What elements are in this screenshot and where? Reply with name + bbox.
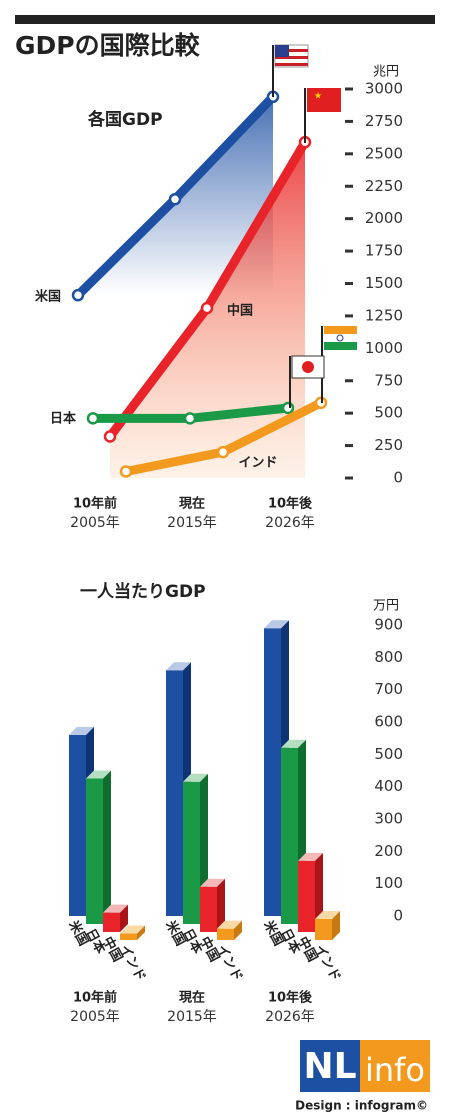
y-tick-label: 1250 (365, 306, 403, 324)
bar (315, 918, 332, 940)
x-tick-year: 2015年 (167, 515, 217, 531)
x-tick-label: 10年前 (73, 496, 117, 512)
bar (120, 933, 137, 940)
x-tick-label: 10年前 (73, 990, 117, 1006)
bar-top (103, 904, 128, 913)
bar (298, 860, 315, 932)
series-label: インド (238, 456, 277, 471)
x-tick-year: 2005年 (70, 1009, 120, 1025)
y-tick-label: 400 (374, 777, 403, 795)
chart-title: 一人当たりGDP (80, 581, 206, 602)
chart-title: 各国GDP (87, 109, 163, 130)
point (103, 430, 117, 443)
series-label: 日本 (50, 411, 76, 427)
point (119, 465, 133, 478)
bar-side (120, 904, 128, 932)
point (216, 445, 230, 459)
y-tick-label: 2000 (365, 209, 403, 227)
bar-top (281, 739, 306, 748)
y-tick-label: 700 (374, 680, 403, 698)
bar-side (217, 878, 225, 932)
bar-top (298, 852, 323, 861)
point (71, 288, 85, 302)
bar (69, 734, 86, 916)
bar-top (183, 773, 208, 782)
y-tick-label: 1500 (365, 274, 403, 292)
top-rule (15, 15, 435, 24)
bar (103, 912, 120, 932)
bar-top (315, 910, 340, 919)
bar-top (200, 878, 225, 887)
x-tick-label: 10年後 (268, 990, 313, 1006)
y-tick-label: 500 (374, 404, 403, 422)
logo: NL info (300, 1040, 430, 1092)
x-tick-label: 現在 (179, 496, 205, 512)
y-tick-label: 0 (393, 907, 403, 925)
point (281, 401, 295, 415)
bar-side (137, 925, 145, 940)
bar-chart: 0 100 200 300 400 500 600 700 800 900 10年前 2005年 現在 2… (65, 616, 403, 1026)
credit: Design : infogram© (295, 1099, 428, 1113)
bar-top (217, 920, 242, 929)
point (183, 412, 197, 425)
bar (281, 747, 298, 924)
point (168, 192, 182, 206)
y-tick-label: 100 (374, 874, 403, 892)
x-tick-year: 2005年 (70, 515, 120, 531)
bar-top (86, 770, 111, 779)
y-tick-label: 900 (374, 616, 403, 634)
x-tick-label: 10年後 (268, 496, 313, 512)
y-tick-label: 2500 (365, 144, 403, 162)
series-label: 米国 (35, 289, 61, 305)
y-tick-label: 300 (374, 810, 403, 828)
x-tick-label: 現在 (179, 990, 205, 1006)
bar (183, 781, 200, 924)
flags: ★ (272, 44, 357, 408)
logo-text: info (365, 1051, 425, 1089)
x-tick-year: 2026年 (265, 515, 315, 531)
y-tick-label: 2250 (365, 177, 403, 195)
point (200, 301, 214, 315)
y-tick-label: 250 (374, 436, 403, 454)
y-tick-label: 600 (374, 713, 403, 731)
bar-side (103, 770, 111, 924)
area-shade (78, 96, 273, 296)
bar-category-label: インド (116, 942, 148, 983)
bar (86, 778, 103, 924)
bar-top (69, 726, 94, 735)
bar-top (120, 925, 145, 934)
y-tick-label: 0 (393, 469, 403, 487)
y-tick-label: 500 (374, 745, 403, 763)
unit-label: 万円 (373, 599, 399, 614)
y-tick-label: 2750 (365, 112, 403, 130)
point (86, 412, 100, 425)
bar-side (315, 852, 323, 932)
bar-top (166, 662, 191, 671)
line-chart: 0 250 500 750 1000 1250 1500 1750 2000 2250 2500 27… (35, 80, 403, 532)
y-tick-label: 750 (374, 371, 403, 389)
bar (200, 886, 217, 932)
y-tick-label: 1000 (365, 339, 403, 357)
x-tick-year: 2026年 (265, 1009, 315, 1025)
y-tick-label: 3000 (365, 80, 403, 98)
y-tick-label: 800 (374, 648, 403, 666)
series-label: 中国 (227, 303, 253, 319)
bar-category-label: インド (213, 942, 245, 983)
unit-label: 兆円 (373, 65, 399, 80)
svg-text:★: ★ (314, 92, 322, 102)
bar (166, 670, 183, 916)
logo-text: NL (303, 1046, 356, 1087)
page-title: GDPの国際比較 (15, 31, 201, 60)
bar-side (234, 920, 242, 940)
y-tick-label: 200 (374, 842, 403, 860)
bar (217, 928, 234, 940)
bar (264, 628, 281, 916)
y-tick-label: 1750 (365, 242, 403, 260)
bar-category-label: インド (311, 942, 343, 983)
bar-top (264, 620, 289, 629)
bar-side (332, 910, 340, 940)
x-tick-year: 2015年 (167, 1009, 217, 1025)
